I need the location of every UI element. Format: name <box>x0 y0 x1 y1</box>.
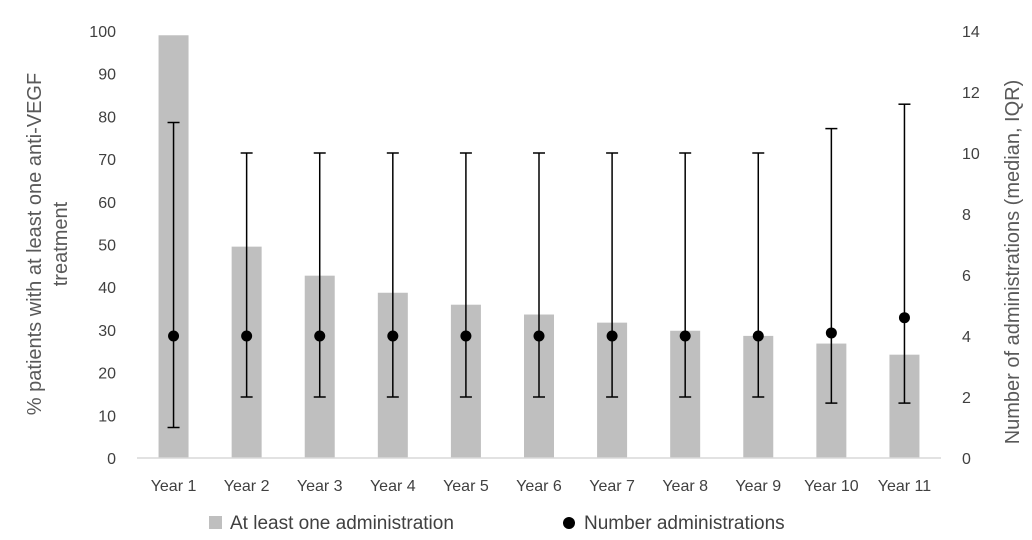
data-point <box>606 330 618 342</box>
data-point <box>314 330 326 342</box>
x-tick-label: Year 2 <box>224 478 270 495</box>
y-left-tick-label: 40 <box>98 280 116 297</box>
x-tick-label: Year 8 <box>662 478 708 495</box>
error-bars <box>167 103 911 429</box>
y-axis-right-ticks: 0 2 4 6 8 10 12 14 <box>962 24 980 468</box>
y-axis-title-left-text: % patients with at least one anti-VEGF tr… <box>24 73 72 415</box>
y-right-tick-label: 12 <box>962 85 980 102</box>
y-right-tick-label: 8 <box>962 207 971 224</box>
y-left-tick-label: 50 <box>98 238 116 255</box>
y-left-tick-label: 60 <box>98 195 116 212</box>
y-axis-title-right: Number of administrations (median, IQR) <box>1002 80 1024 445</box>
y-left-tick-label: 70 <box>98 152 116 169</box>
y-left-tick-label: 30 <box>98 323 116 340</box>
data-point <box>168 330 180 342</box>
legend-label: Number administrations <box>584 513 785 534</box>
y-left-tick-label: 80 <box>98 109 116 126</box>
x-tick-label: Year 10 <box>804 478 859 495</box>
y-right-tick-label: 2 <box>962 390 971 407</box>
y-right-tick-label: 4 <box>962 329 971 346</box>
x-axis-ticks: Year 1 Year 2 Year 3 Year 4 Year 5 Year 6 Year… <box>151 478 932 495</box>
legend-label: At least one administration <box>230 513 454 534</box>
y-right-tick-label: 10 <box>962 146 980 163</box>
legend-swatch-bar <box>209 516 222 529</box>
y-left-tick-label: 90 <box>98 67 116 84</box>
y-axis-title-left-line: treatment <box>50 201 72 286</box>
x-tick-label: Year 7 <box>589 478 635 495</box>
x-tick-label: Year 9 <box>735 478 781 495</box>
y-left-tick-label: 20 <box>98 366 116 383</box>
y-axis-title-right-text: Number of administrations (median, IQR) <box>1002 80 1024 445</box>
legend: At least one administration Number admini… <box>209 513 785 534</box>
data-point <box>241 330 253 342</box>
data-point <box>679 330 691 342</box>
y-left-tick-label: 10 <box>98 408 116 425</box>
x-tick-label: Year 5 <box>443 478 489 495</box>
legend-swatch-point <box>563 517 575 529</box>
data-point <box>825 327 837 339</box>
x-tick-label: Year 6 <box>516 478 562 495</box>
data-point <box>898 312 910 324</box>
data-point <box>752 330 764 342</box>
data-point <box>533 330 545 342</box>
data-point <box>460 330 472 342</box>
y-right-tick-label: 6 <box>962 268 971 285</box>
x-tick-label: Year 11 <box>878 478 931 495</box>
y-right-tick-label: 14 <box>962 24 980 41</box>
x-tick-label: Year 4 <box>370 478 416 495</box>
y-left-tick-label: 0 <box>107 451 116 468</box>
y-axis-title-left: % patients with at least one anti-VEGF tr… <box>24 73 72 415</box>
point-series <box>168 312 910 342</box>
y-right-tick-label: 0 <box>962 451 971 468</box>
y-axis-left-ticks: 0 10 20 30 40 50 60 70 80 90 100 <box>89 24 116 468</box>
y-left-tick-label: 100 <box>89 24 116 41</box>
x-tick-label: Year 3 <box>297 478 343 495</box>
y-axis-title-left-line: % patients with at least one anti-VEGF <box>24 73 46 415</box>
data-point <box>387 330 399 342</box>
x-tick-label: Year 1 <box>151 478 197 495</box>
